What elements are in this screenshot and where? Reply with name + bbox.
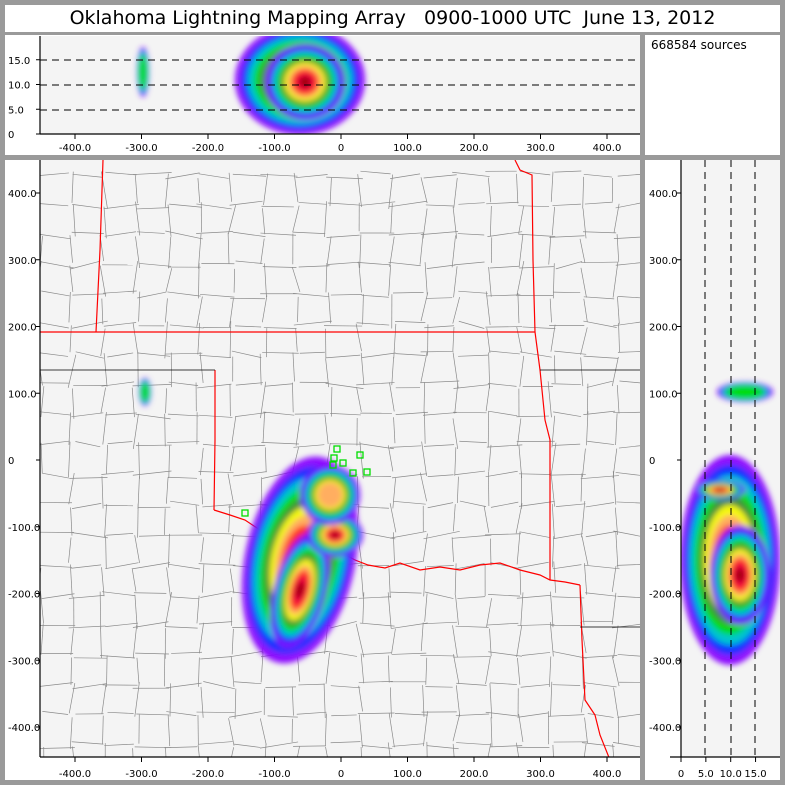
tick-label: 300.0 <box>526 769 555 780</box>
tick-label: 0 <box>678 769 684 780</box>
tick-label: 10.0 <box>8 81 30 92</box>
tick-label: 300.0 <box>526 143 555 154</box>
tick-label: 5.0 <box>698 769 714 780</box>
tick-label: 15.0 <box>744 769 766 780</box>
plot-title: Oklahoma Lightning Mapping Array 0900-10… <box>5 5 780 32</box>
tick-label: 400.0 <box>593 769 622 780</box>
tick-label: 300.0 <box>8 256 37 267</box>
tick-label: 200.0 <box>460 769 489 780</box>
tick-label: 300.0 <box>649 256 678 267</box>
tick-label: 0 <box>8 130 14 141</box>
altitude-north-south-density <box>681 382 780 665</box>
density-contour <box>735 567 745 583</box>
tick-label: 400.0 <box>593 143 622 154</box>
tick-label: -100.0 <box>649 523 681 534</box>
station-marker <box>329 461 337 469</box>
tick-label: 10.0 <box>720 769 742 780</box>
tick-label: -300.0 <box>125 769 157 780</box>
oklahoma-east-border <box>514 160 551 580</box>
density-contour <box>299 76 311 88</box>
texas-arkansas-border <box>579 584 610 757</box>
tick-label: 200.0 <box>8 323 37 334</box>
density-contour <box>716 488 724 492</box>
tick-label: 0 <box>649 456 655 467</box>
colorado-border <box>95 160 104 333</box>
tick-label: -100.0 <box>258 143 290 154</box>
tick-label: -400.0 <box>649 723 681 734</box>
tick-label: -400.0 <box>59 143 91 154</box>
station-marker <box>333 445 341 453</box>
lma-stations <box>241 445 371 517</box>
tick-label: 400.0 <box>649 189 678 200</box>
tick-label: 200.0 <box>460 143 489 154</box>
texas-panhandle-east-border <box>213 370 216 511</box>
tick-label: -200.0 <box>192 143 224 154</box>
tick-label: 100.0 <box>393 769 422 780</box>
altitude-gridlines <box>40 59 756 757</box>
tick-label: 0 <box>338 769 344 780</box>
tick-label: 0 <box>8 456 14 467</box>
station-marker <box>339 459 347 467</box>
tick-label: -300.0 <box>125 143 157 154</box>
tick-labels: -400.0 -300.0 -200.0 -100.0 0 100.0 200.0 300.0… <box>8 56 767 780</box>
sources-panel: 668584 sources <box>645 35 780 155</box>
state-borders <box>40 160 610 757</box>
station-marker <box>241 509 249 517</box>
tick-label: 100.0 <box>8 389 37 400</box>
tick-label: -300.0 <box>649 656 681 667</box>
tick-label: -400.0 <box>8 723 40 734</box>
tick-label: -200.0 <box>649 590 681 601</box>
tick-label: 100.0 <box>393 143 422 154</box>
tick-label: -400.0 <box>59 769 91 780</box>
density-contour <box>330 531 340 539</box>
station-marker <box>363 468 371 476</box>
station-marker <box>330 454 338 462</box>
density-contour <box>140 381 150 403</box>
tick-label: 100.0 <box>649 389 678 400</box>
source-count: 668584 sources <box>651 38 747 52</box>
nm-border <box>40 369 640 628</box>
tick-label: 15.0 <box>8 56 30 67</box>
plan-view-density <box>139 378 363 664</box>
tick-label: -200.0 <box>8 590 40 601</box>
tick-label: -300.0 <box>8 656 40 667</box>
tick-label: 400.0 <box>8 189 37 200</box>
station-marker <box>356 451 364 459</box>
tick-label: 200.0 <box>649 323 678 334</box>
tick-label: -100.0 <box>8 523 40 534</box>
tick-label: -100.0 <box>258 769 290 780</box>
density-contour <box>138 54 148 90</box>
station-marker <box>349 469 357 477</box>
density-contour <box>317 482 343 508</box>
tick-label: 0 <box>338 143 344 154</box>
tick-label: -200.0 <box>192 769 224 780</box>
county-borders <box>40 170 640 757</box>
tick-label: 5.0 <box>8 105 24 116</box>
density-contour <box>295 581 305 599</box>
